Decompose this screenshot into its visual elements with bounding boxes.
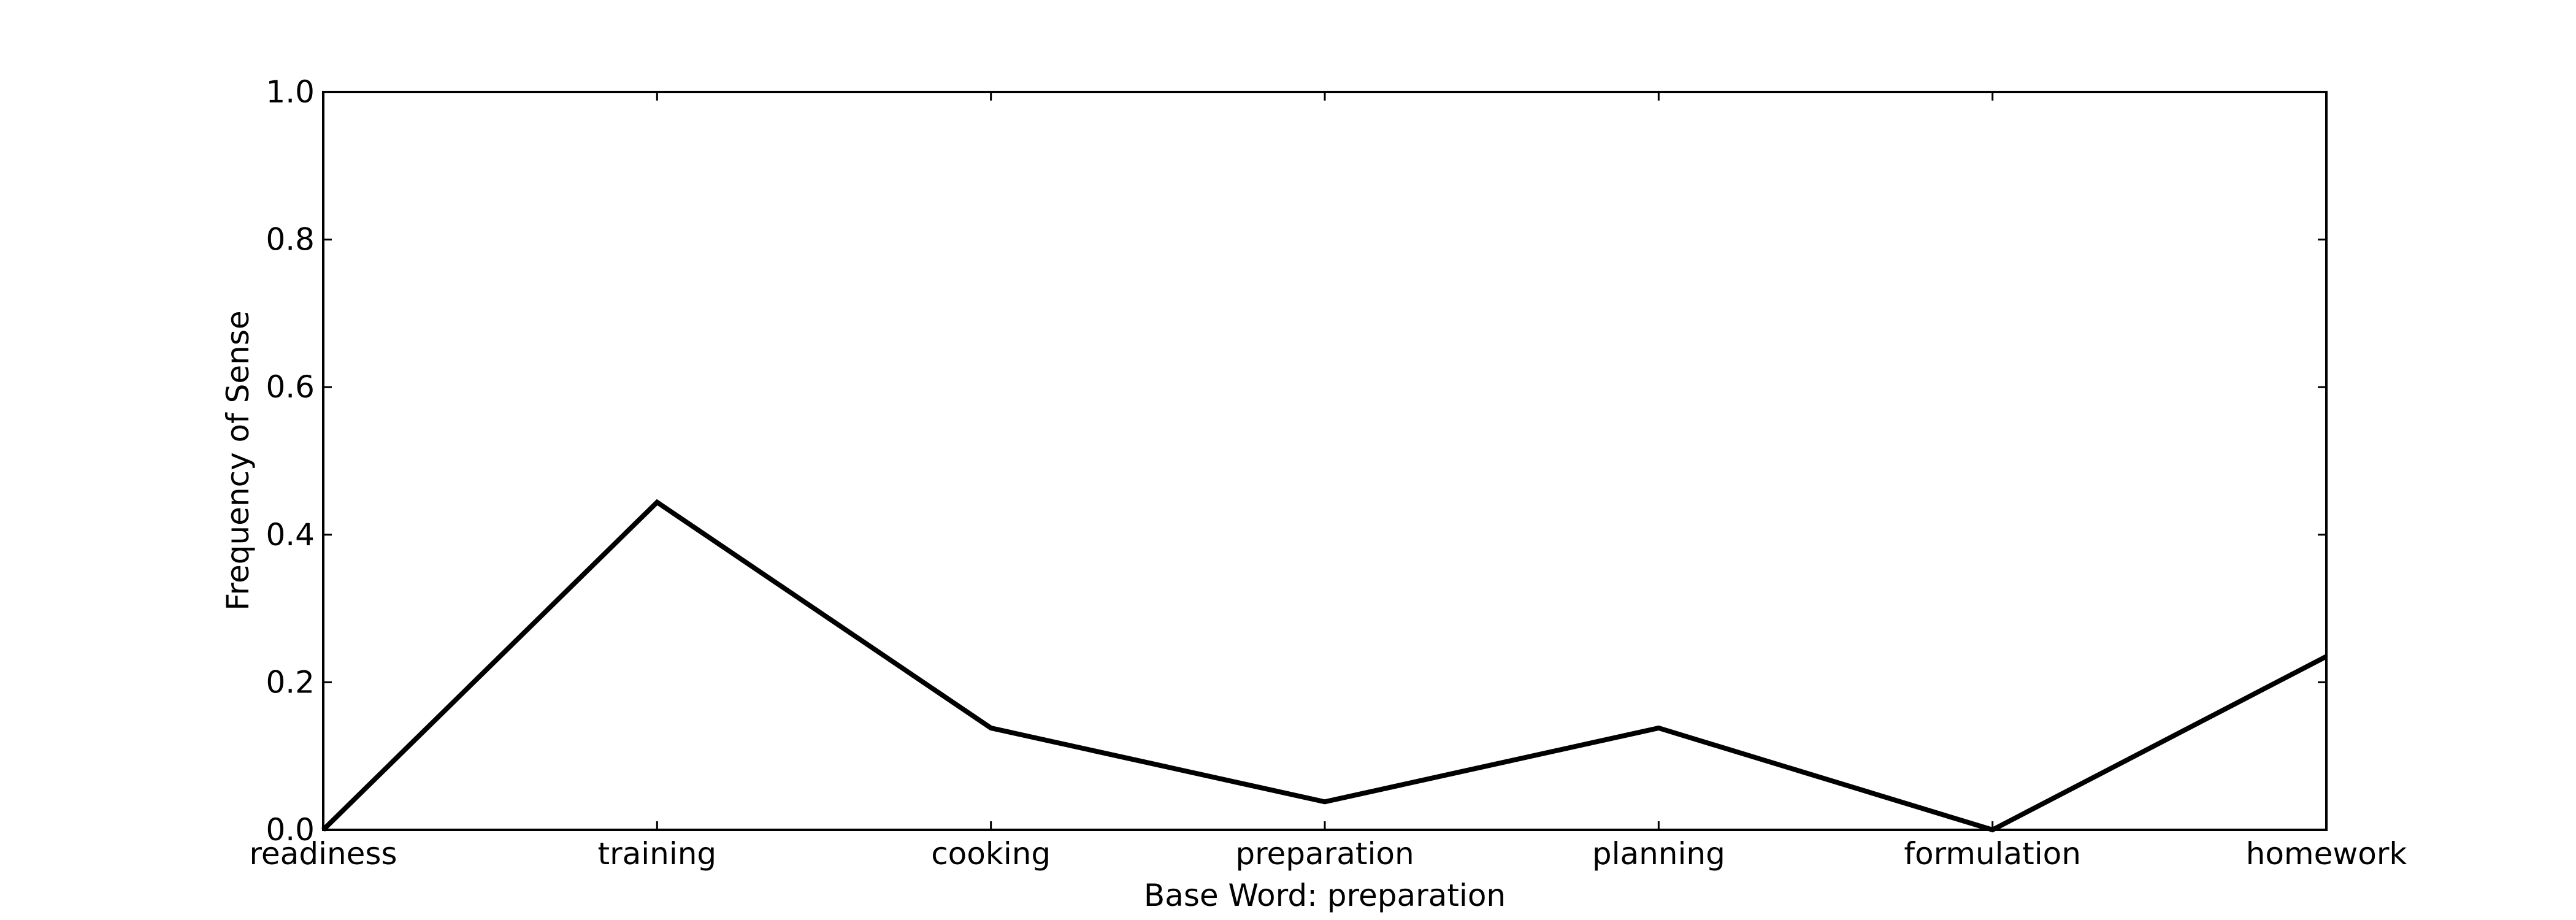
y-tick-label: 0.6 bbox=[266, 369, 315, 405]
x-tick-label: readiness bbox=[249, 836, 397, 872]
x-tick-label: planning bbox=[1592, 836, 1725, 872]
x-tick-label: formulation bbox=[1904, 836, 2081, 872]
x-tick-label: cooking bbox=[931, 836, 1051, 872]
y-tick-label: 0.4 bbox=[266, 517, 315, 553]
y-tick-labels: 0.0 0.2 0.4 0.6 0.8 1.0 bbox=[266, 74, 315, 848]
x-tick-label: homework bbox=[2246, 836, 2407, 872]
tick-marks bbox=[322, 91, 2328, 831]
y-tick-label: 0.0 bbox=[266, 812, 315, 848]
x-tick-label: preparation bbox=[1235, 836, 1414, 872]
y-axis-label: Frequency of Sense bbox=[220, 310, 256, 610]
y-tick-label: 1.0 bbox=[266, 74, 315, 110]
x-tick-labels: readiness training cooking preparation plann… bbox=[249, 836, 2407, 872]
y-tick-label: 0.8 bbox=[266, 222, 315, 258]
series-line bbox=[321, 499, 2328, 833]
plot-frame bbox=[322, 91, 2328, 831]
x-tick-label: training bbox=[597, 836, 716, 872]
y-tick-label: 0.2 bbox=[266, 664, 315, 700]
x-axis-label: Base Word: preparation bbox=[1144, 878, 1506, 913]
